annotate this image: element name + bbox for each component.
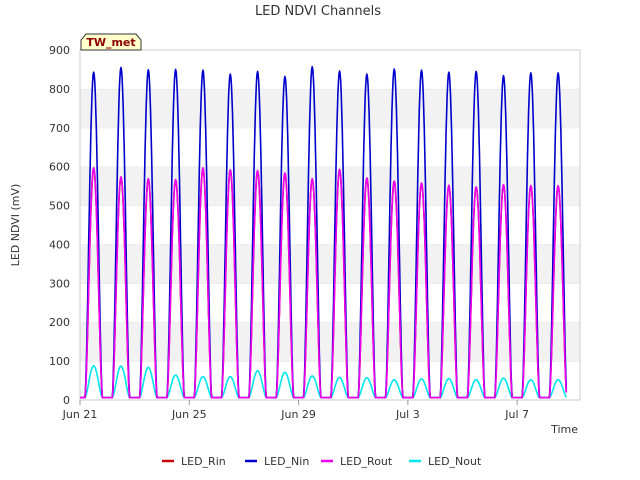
series-line-led-rout bbox=[79, 167, 568, 399]
y-axis-label: LED NDVI (mV) bbox=[9, 184, 22, 267]
y-axis-ticks: 0 100 200 300 400 500 600 700 800 900 bbox=[49, 44, 70, 407]
site-tag: TW_met bbox=[80, 33, 142, 51]
grid-band bbox=[80, 88, 580, 128]
y-tick-label: 300 bbox=[49, 277, 70, 290]
x-tick-label: Jun 29 bbox=[280, 408, 316, 421]
legend-item-label: LED_Rin bbox=[181, 455, 226, 468]
chart-title: LED NDVI Channels bbox=[255, 4, 381, 19]
grid-band bbox=[80, 127, 580, 167]
x-tick-label: Jun 25 bbox=[171, 408, 207, 421]
y-tick-label: 600 bbox=[49, 161, 70, 174]
y-tick-label: 0 bbox=[63, 394, 70, 407]
grid-band bbox=[80, 205, 580, 245]
x-tick-label: Jun 21 bbox=[62, 408, 98, 421]
x-axis-label: Time bbox=[550, 423, 578, 436]
grid-band bbox=[80, 166, 580, 206]
series-lines bbox=[79, 65, 568, 399]
y-tick-label: 800 bbox=[49, 83, 70, 96]
x-axis-ticks: Jun 21 Jun 25 Jun 29 Jul 3 Jul 7 bbox=[62, 400, 529, 421]
grid-band bbox=[80, 50, 580, 89]
legend-item-label: LED_Rout bbox=[340, 455, 393, 468]
legend: LED_Rin LED_Nin LED_Rout LED_Nout bbox=[162, 455, 482, 468]
y-tick-label: 400 bbox=[49, 238, 70, 251]
legend-item-label: LED_Nout bbox=[428, 455, 482, 468]
grid-band bbox=[80, 244, 580, 284]
y-tick-label: 100 bbox=[49, 355, 70, 368]
y-tick-label: 500 bbox=[49, 200, 70, 213]
y-tick-label: 200 bbox=[49, 316, 70, 329]
legend-item-label: LED_Nin bbox=[264, 455, 309, 468]
plot-frame bbox=[79, 49, 581, 401]
site-tag-label: TW_met bbox=[86, 36, 135, 49]
x-tick-label: Jul 3 bbox=[395, 408, 420, 421]
site-tag-box bbox=[80, 33, 142, 51]
y-tick-label: 900 bbox=[49, 44, 70, 57]
y-tick-label: 700 bbox=[49, 122, 70, 135]
x-tick-label: Jul 7 bbox=[504, 408, 529, 421]
